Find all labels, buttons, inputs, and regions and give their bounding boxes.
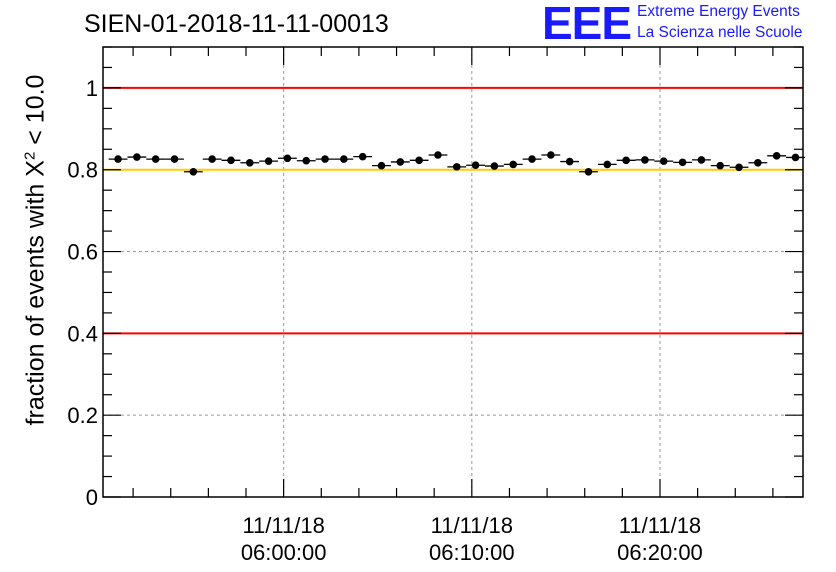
plot-frame	[102, 46, 804, 498]
y-tick-label: 1	[86, 76, 98, 101]
x-tick-label-time: 06:20:00	[617, 540, 703, 565]
x-tick-label-time: 06:10:00	[429, 540, 515, 565]
data-point	[641, 156, 649, 164]
chart-title: SIEN-01-2018-11-11-00013	[84, 10, 389, 38]
data-point	[452, 163, 461, 171]
data-point	[697, 156, 706, 164]
data-point	[227, 156, 235, 165]
data-point	[772, 152, 781, 160]
data-point	[208, 155, 216, 163]
data-point	[547, 151, 555, 159]
data-point	[415, 156, 423, 165]
data-point	[716, 161, 725, 170]
data-point	[302, 156, 311, 165]
logo-line-1: Extreme Energy Events	[637, 3, 800, 20]
data-point	[565, 157, 574, 166]
data-point	[133, 153, 141, 161]
data-point	[471, 161, 480, 170]
y-axis-label-prefix: fraction of events with Χ	[21, 160, 50, 426]
y-tick-label: 0	[86, 485, 98, 510]
data-point	[659, 157, 668, 165]
data-point	[358, 152, 367, 161]
data-point	[170, 155, 179, 163]
data-point	[321, 155, 329, 163]
data-point	[114, 155, 122, 163]
data-point	[434, 151, 442, 159]
data-point	[622, 156, 630, 165]
data-point	[396, 158, 405, 166]
data-point	[151, 155, 160, 163]
data-point	[490, 162, 499, 170]
data-point	[584, 167, 593, 176]
y-axis-label-sup: 2	[21, 151, 39, 161]
data-point	[791, 153, 800, 162]
data-point	[678, 158, 687, 167]
data-point	[735, 163, 743, 172]
eee-logo: EEE	[542, 0, 632, 49]
data-point	[528, 155, 536, 163]
data-point	[754, 158, 762, 167]
data-point	[264, 157, 273, 165]
y-tick-label: 0.6	[67, 240, 98, 265]
data-point	[283, 154, 292, 163]
x-tick-label-time: 06:00:00	[241, 540, 327, 565]
x-tick-label-date: 11/11/18	[619, 513, 701, 538]
y-axis-label: fraction of events with Χ2 < 10.0	[21, 75, 50, 426]
data-point	[603, 160, 612, 169]
data-point	[340, 155, 348, 163]
data-point	[245, 158, 254, 167]
y-axis-label-suffix: < 10.0	[21, 74, 50, 152]
y-tick-label: 0.8	[67, 158, 98, 183]
data-point	[509, 160, 518, 169]
x-tick-label-date: 11/11/18	[242, 513, 324, 538]
y-tick-label: 0.2	[67, 403, 98, 428]
logo-line-2: La Scienza nelle Scuole	[637, 24, 803, 41]
x-tick-label-date: 11/11/18	[431, 513, 513, 538]
data-point	[189, 167, 198, 176]
y-tick-label: 0.4	[67, 321, 98, 346]
data-point	[377, 161, 386, 170]
